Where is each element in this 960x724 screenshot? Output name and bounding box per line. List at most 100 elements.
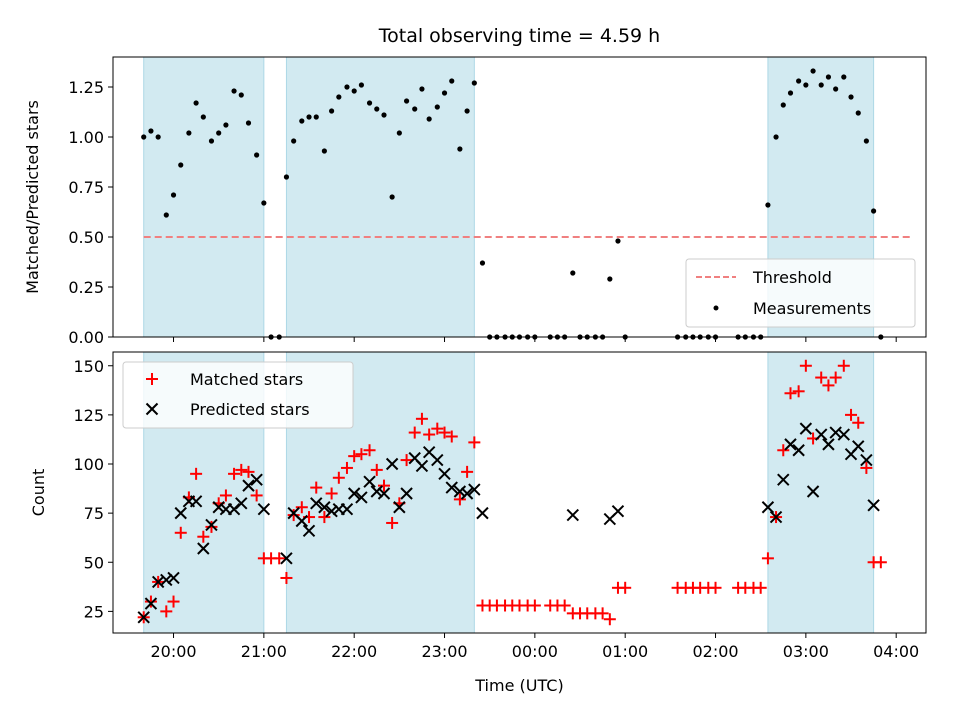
predicted-star-point (197, 542, 210, 555)
x-diag-b (860, 453, 873, 467)
x-diag-b (355, 491, 368, 504)
matched-star-point (190, 467, 203, 480)
measurement-point (833, 86, 839, 92)
measurement-point (381, 112, 387, 118)
predicted-star-point (167, 571, 180, 585)
x-diag-b (242, 479, 255, 492)
measurement-point (291, 138, 297, 144)
predicted-star-point (355, 491, 368, 504)
predicted-star-point (377, 487, 391, 500)
measurement-point (396, 130, 402, 136)
predicted-star-point (815, 428, 828, 441)
measurement-point (818, 82, 824, 88)
predicted-star-point (370, 485, 383, 498)
matched-star-point (528, 599, 541, 612)
x-diag-b (205, 518, 218, 532)
x-diag-b (815, 428, 828, 441)
predicted-star-point (160, 573, 173, 587)
matched-star-point (431, 422, 444, 435)
matched-star-point (332, 471, 345, 484)
measurement-point (283, 174, 290, 180)
matched-star-point (558, 599, 571, 612)
x-diag-b (460, 487, 474, 500)
matched-star-point (318, 511, 331, 524)
matched-star-point (468, 436, 481, 449)
matched-star-point (280, 571, 293, 584)
x-diag-b (445, 481, 458, 494)
predicted-star-point (318, 501, 331, 514)
matched-star-point (235, 463, 248, 476)
measurement-point (479, 260, 486, 266)
matched-star-point (378, 479, 390, 492)
matched-star-point (228, 467, 241, 480)
measurement-point (607, 276, 613, 282)
matched-star-point (845, 408, 858, 421)
legend-matched-label: Matched stars (190, 370, 303, 389)
x-tick-label: 04:00 (873, 642, 919, 661)
measurement-point (299, 118, 305, 124)
predicted-star-point (174, 506, 187, 520)
x-tick-label: 02:00 (692, 642, 738, 661)
measurement-point (208, 138, 215, 144)
x-diag-b (476, 506, 489, 520)
measurement-point (848, 94, 854, 100)
x-diag-b (867, 499, 880, 512)
x-diag-b (453, 485, 467, 498)
x-diag-b (151, 575, 165, 589)
x-diag-b (160, 573, 173, 587)
x-diag-b (784, 438, 797, 451)
predicted-star-point (784, 438, 797, 451)
matched-star-point (852, 416, 865, 429)
measurement-point (426, 116, 432, 122)
measurement-point (216, 130, 222, 136)
x-diag-b (415, 459, 429, 473)
x-diag-b (287, 506, 300, 520)
measurement-point (344, 84, 350, 90)
matched-star-point (445, 430, 458, 443)
matched-star-point (837, 359, 850, 372)
x-diag-b (777, 473, 790, 486)
y-tick-label: 0.75 (68, 178, 104, 197)
measurement-point (780, 102, 786, 108)
predicted-star-point (385, 457, 399, 471)
measurement-point (155, 134, 161, 140)
predicted-star-point (476, 506, 489, 520)
measurement-point (855, 110, 861, 116)
measurement-point (871, 208, 877, 214)
predicted-star-point (250, 473, 263, 486)
measurement-point (765, 202, 771, 208)
matched-star-point (754, 581, 767, 594)
measurement-point (148, 128, 154, 134)
legend-measurements-label: Measurements (753, 299, 871, 318)
measurement-point (825, 74, 832, 80)
observing-span (143, 56, 265, 338)
ratio-panel-frame (112, 56, 927, 338)
predicted-star-point (445, 481, 458, 494)
matched-star-point (273, 552, 286, 565)
predicted-star-point (860, 453, 873, 467)
measurement-point (245, 120, 252, 126)
matched-star-point (310, 481, 323, 494)
matched-star-point (370, 463, 383, 476)
matched-star-point (325, 487, 338, 500)
ratio-legend: Threshold Measurements (685, 258, 916, 328)
ratio-x-ticks (173, 337, 897, 342)
matched-star-point (860, 461, 873, 474)
x-diag-b (145, 402, 159, 416)
measurement-point (178, 162, 184, 168)
measurement-point (329, 108, 335, 114)
count-points (137, 359, 887, 626)
x-diag-b (137, 611, 150, 624)
matched-star-point (386, 516, 399, 529)
x-diag-b (822, 438, 835, 451)
measurement-points (141, 68, 884, 340)
x-diag-b (566, 508, 580, 522)
predicted-star-point (280, 552, 293, 565)
measurement-point (403, 98, 410, 104)
x-diag-b (370, 485, 383, 498)
y-tick-label: 0.00 (68, 328, 104, 347)
measurement-point (366, 100, 373, 106)
x-diag-b (340, 502, 354, 516)
measurement-point (464, 108, 470, 114)
legend-x-marker (145, 402, 159, 416)
